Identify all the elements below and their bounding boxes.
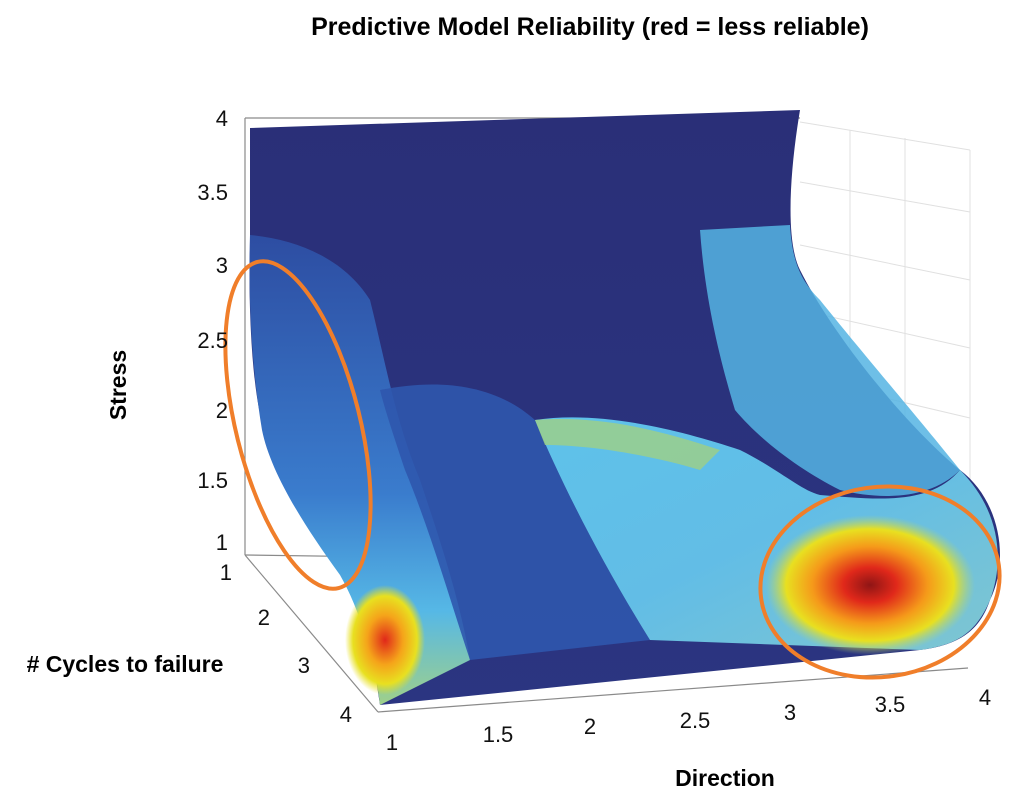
y-tick: 3: [298, 653, 310, 678]
highlight-right-ellipse: [758, 484, 1002, 680]
z-axis-title: Stress: [105, 350, 131, 420]
x-tick: 4: [979, 685, 991, 710]
highlight-left-ellipse: [223, 259, 373, 591]
y-tick: 4: [340, 702, 352, 727]
surface-left-panel: [249, 235, 470, 705]
z-tick: 1.5: [197, 468, 228, 493]
x-tick: 1.5: [483, 722, 514, 747]
x-axis-title: Direction: [675, 765, 775, 791]
surface-green-band: [535, 419, 720, 470]
surface-hotspot-left: [345, 585, 425, 695]
z-tick: 3.5: [197, 180, 228, 205]
y-tick: 1: [220, 560, 232, 585]
y-ticks: 1 2 3 4: [220, 560, 352, 727]
y-axis-title: # Cycles to failure: [27, 651, 224, 677]
z-ticks: 4 3.5 3 2.5 2 1.5 1: [197, 106, 228, 555]
x-tick: 2: [584, 714, 596, 739]
y-tick: 2: [258, 605, 270, 630]
x-tick: 1: [386, 730, 398, 755]
z-tick: 1: [216, 530, 228, 555]
z-tick: 4: [216, 106, 228, 131]
x-tick: 2.5: [680, 708, 711, 733]
z-tick: 2: [216, 398, 228, 423]
z-tick: 3: [216, 253, 228, 278]
x-tick: 3: [784, 700, 796, 725]
chart-title: Predictive Model Reliability (red = less…: [311, 13, 869, 41]
x-tick: 3.5: [875, 692, 906, 717]
z-tick: 2.5: [197, 328, 228, 353]
x-ticks: 1 1.5 2 2.5 3 3.5 4: [386, 685, 991, 755]
surface: [249, 110, 1001, 705]
surface-right-ridge: [700, 225, 960, 496]
surface-middle-band: [380, 384, 650, 660]
surface-hotspot-right: [765, 515, 975, 655]
